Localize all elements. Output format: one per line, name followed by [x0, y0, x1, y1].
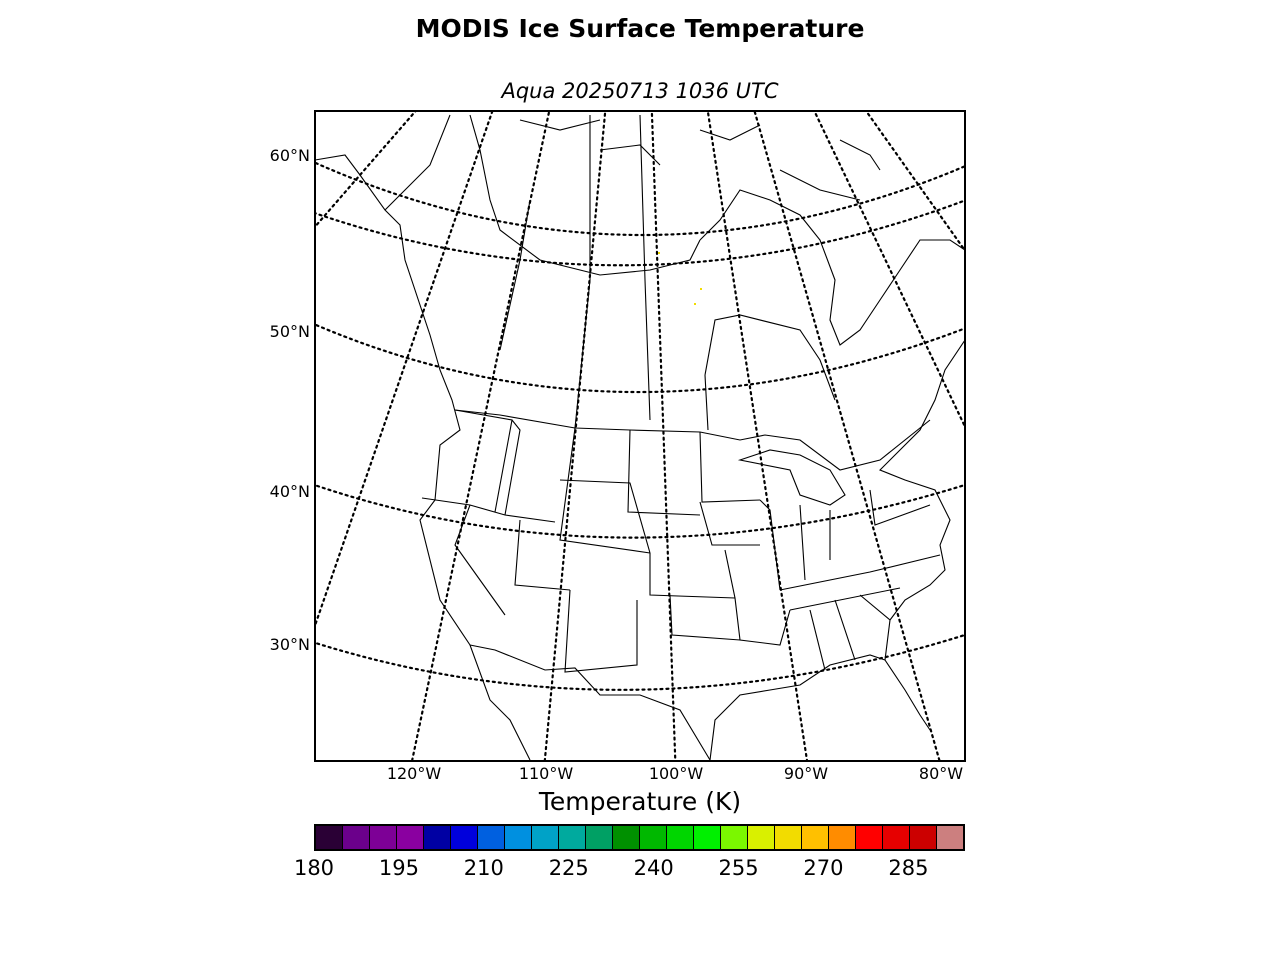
colorbar-tick-255: 255: [718, 856, 759, 880]
colorbar-cell: [694, 826, 721, 849]
colorbar-cell: [424, 826, 451, 849]
colorbar-cell: [667, 826, 694, 849]
colorbar-cell: [856, 826, 883, 849]
provincial-lines: [384, 114, 836, 431]
chart-title: MODIS Ice Surface Temperature: [415, 14, 865, 43]
graticule-lat-40: [315, 483, 965, 539]
us-mexico-border: [469, 644, 711, 761]
lon-label-100w: 100°W: [648, 764, 704, 783]
data-pixel: [694, 303, 696, 305]
colorbar-tick-285: 285: [888, 856, 929, 880]
map-frame: [314, 110, 966, 762]
colorbar-cell: [640, 826, 667, 849]
colorbar-cell: [937, 826, 963, 849]
ice-temperature-data: [658, 252, 702, 305]
atlantic-coast: [879, 339, 965, 731]
data-pixel: [658, 252, 660, 254]
colorbar-cell: [370, 826, 397, 849]
colorbar-cell: [343, 826, 370, 849]
colorbar-tick-240: 240: [633, 856, 674, 880]
canada-us-border: [454, 409, 931, 471]
colorbar-tick-270: 270: [803, 856, 844, 880]
lat-label-30: 30°N: [269, 635, 310, 654]
graticule-lat-30: [315, 633, 965, 691]
colorbar-cell: [532, 826, 559, 849]
colorbar-tick-180: 180: [293, 856, 335, 880]
colorbar-cell: [478, 826, 505, 849]
colorbar-cell: [316, 826, 343, 849]
graticule-lat-55: [315, 199, 965, 267]
graticule-lat-60: [315, 161, 965, 236]
colorbar-cell: [559, 826, 586, 849]
lat-label-40: 40°N: [269, 482, 310, 501]
lat-label-50: 50°N: [269, 322, 310, 341]
graticule-longitudes: [315, 111, 965, 761]
state-lines-west: [421, 409, 701, 616]
colorbar-cell: [397, 826, 424, 849]
great-lakes: [737, 449, 846, 506]
colorbar-cell: [829, 826, 856, 849]
colorbar-cell: [883, 826, 910, 849]
colorbar-tick-210: 210: [463, 856, 504, 880]
chart-subtitle: Aqua 20250713 1036 UTC: [501, 79, 779, 103]
colorbar-cell: [748, 826, 775, 849]
colorbar-cell: [451, 826, 478, 849]
colorbar-label: Temperature (K): [538, 787, 742, 816]
hudson-bay: [699, 189, 965, 346]
arctic-islands: [519, 119, 881, 201]
colorbar-cell: [586, 826, 613, 849]
colorbar-cell: [910, 826, 937, 849]
lon-label-90w: 90°W: [783, 764, 829, 783]
lon-label-110w: 110°W: [518, 764, 574, 783]
colorbar-cell: [775, 826, 802, 849]
data-pixel: [700, 288, 702, 290]
lon-label-120w: 120°W: [386, 764, 442, 783]
lat-label-60: 60°N: [269, 146, 310, 165]
colorbar-tick-225: 225: [548, 856, 589, 880]
state-lines-east: [759, 489, 941, 671]
graticule-latitudes: [315, 161, 965, 691]
coastlines-borders: [315, 114, 965, 761]
colorbar-cell: [721, 826, 748, 849]
pacific-coast: [315, 154, 531, 761]
lon-label-80w: 80°W: [918, 764, 964, 783]
colorbar: [314, 824, 965, 851]
colorbar-cell: [613, 826, 640, 849]
state-lines-central: [564, 431, 791, 673]
colorbar-cell: [802, 826, 829, 849]
colorbar-tick-195: 195: [378, 856, 419, 880]
arctic-coast: [469, 114, 701, 276]
colorbar-cell: [505, 826, 532, 849]
graticule-lat-50: [315, 323, 965, 394]
gulf-coast: [709, 654, 886, 761]
